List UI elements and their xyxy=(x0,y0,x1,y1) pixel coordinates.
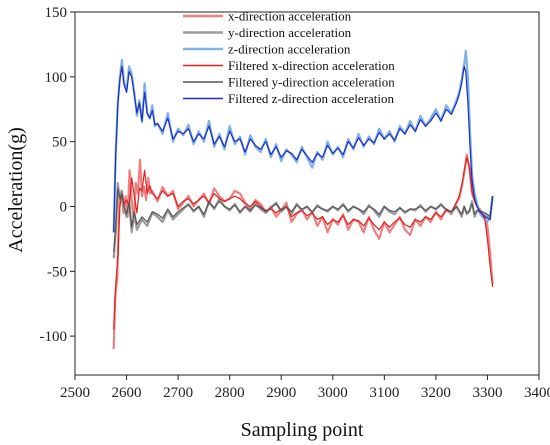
y-axis-title: Acceleration(g) xyxy=(5,127,27,252)
x-tick-label: 2600 xyxy=(112,385,142,401)
x-axis-title: Sampling point xyxy=(241,419,364,441)
legend-label: x-direction acceleration xyxy=(228,9,352,24)
legend-label: Filtered z-direction acceleration xyxy=(228,91,395,106)
x-tick-label: 3400 xyxy=(524,385,550,401)
legend-label: Filtered y-direction acceleration xyxy=(228,75,395,90)
y-tick-label: 100 xyxy=(45,70,68,86)
y-tick-label: 0 xyxy=(60,199,68,215)
x-tick-label: 3100 xyxy=(369,385,399,401)
y-tick-label: 150 xyxy=(45,5,68,21)
x-axis: 2500 2600 2700 2800 2900 3000 3100 3200 3300 3400 xyxy=(60,375,550,401)
x-tick-label: 2500 xyxy=(60,385,90,401)
x-tick-label: 2800 xyxy=(215,385,245,401)
plot-area xyxy=(74,11,540,376)
series-layer xyxy=(112,49,494,350)
series-line-1 xyxy=(112,153,494,350)
legend-label: y-direction acceleration xyxy=(228,25,352,40)
legend-label: z-direction acceleration xyxy=(228,42,351,57)
y-tick-label: -50 xyxy=(47,264,67,280)
x-tick-label: 2700 xyxy=(163,385,193,401)
plot-border xyxy=(74,11,540,376)
x-tick-label: 3300 xyxy=(472,385,502,401)
x-tick-label: 3200 xyxy=(421,385,451,401)
x-tick-label: 2900 xyxy=(266,385,296,401)
y-tick-label: 50 xyxy=(52,135,67,151)
series-line-6 xyxy=(113,65,494,233)
y-axis: -100 -50 0 50 100 150 xyxy=(40,5,75,345)
series-line-4 xyxy=(113,156,494,330)
legend-label: Filtered x-direction acceleration xyxy=(228,58,395,73)
x-tick-label: 3000 xyxy=(318,385,348,401)
series-line-5 xyxy=(113,187,494,252)
y-tick-label: -100 xyxy=(40,329,68,345)
